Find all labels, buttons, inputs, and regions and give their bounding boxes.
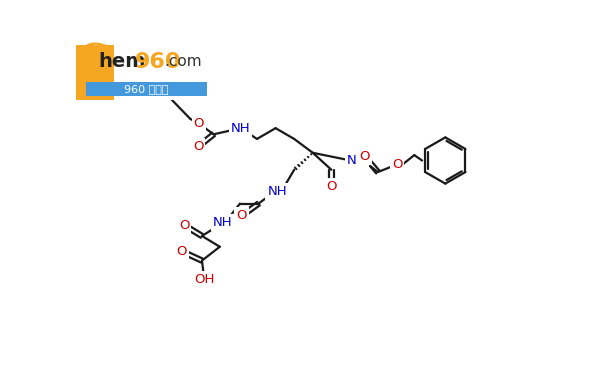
Text: O: O [179,219,189,232]
Text: O: O [392,158,402,171]
FancyBboxPatch shape [76,45,114,100]
Text: O: O [177,245,187,258]
FancyBboxPatch shape [87,82,206,96]
Text: O: O [194,117,204,130]
FancyBboxPatch shape [76,45,231,100]
Text: .com: .com [164,54,201,69]
Text: NH: NH [347,154,367,167]
Text: O: O [326,180,336,193]
Text: O: O [193,140,203,153]
Text: OH: OH [194,273,214,286]
Text: 960 化工网: 960 化工网 [124,84,168,94]
Text: C: C [77,43,108,81]
Text: O: O [359,150,370,163]
Text: O: O [236,210,247,222]
Text: hem: hem [99,53,146,72]
Text: 960: 960 [134,52,181,72]
Text: NH: NH [231,122,250,135]
Text: NH: NH [267,185,287,198]
Text: NH: NH [213,216,233,229]
